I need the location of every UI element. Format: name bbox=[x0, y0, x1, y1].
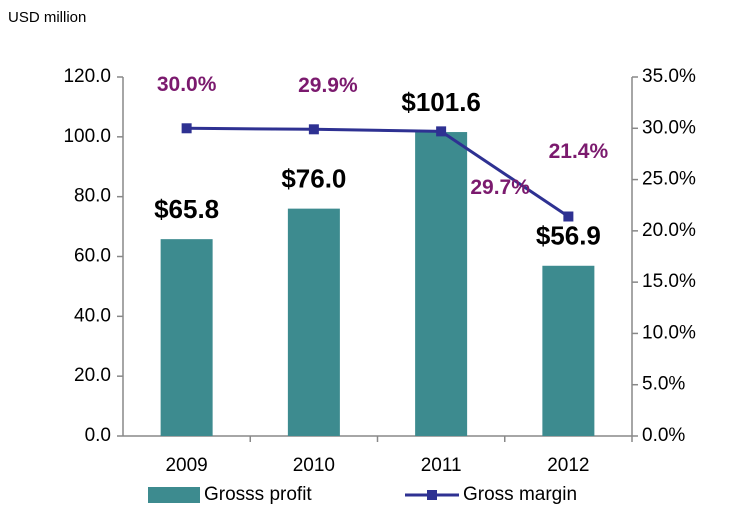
bar bbox=[287, 208, 340, 436]
legend-label: Grosss profit bbox=[204, 484, 312, 505]
bar bbox=[415, 132, 468, 436]
line-marker bbox=[181, 123, 192, 134]
line-marker bbox=[308, 124, 319, 135]
legend-label: Gross margin bbox=[463, 484, 577, 505]
y2-tick-label: 30.0% bbox=[642, 117, 696, 138]
y2-tick-label: 35.0% bbox=[642, 66, 696, 87]
y2-tick-label: 15.0% bbox=[642, 271, 696, 292]
y-tick-label: 0.0 bbox=[85, 425, 111, 446]
line bbox=[186, 126, 570, 218]
y2-tick-label: 10.0% bbox=[642, 322, 696, 343]
x-tick-label: 2012 bbox=[547, 455, 589, 476]
line-marker bbox=[563, 211, 574, 222]
bar-value-label: $56.9 bbox=[536, 221, 601, 251]
y2-tick-label: 20.0% bbox=[642, 220, 696, 241]
bar-value-label: $76.0 bbox=[281, 164, 346, 194]
line-value-label: 29.7% bbox=[470, 176, 530, 199]
x-tick-label: 2011 bbox=[421, 455, 462, 476]
y-tick-label: 120.0 bbox=[63, 66, 111, 87]
legend-marker bbox=[427, 490, 437, 500]
y-tick-label: 100.0 bbox=[63, 126, 111, 147]
line-value-label: 29.9% bbox=[298, 74, 358, 97]
line-value-label: 21.4% bbox=[549, 140, 609, 163]
line-marker bbox=[436, 126, 447, 137]
y2-tick-label: 0.0% bbox=[642, 425, 685, 446]
y-tick-label: 40.0 bbox=[74, 305, 111, 326]
line-value-label: 30.0% bbox=[157, 73, 217, 96]
y-tick-label: 60.0 bbox=[74, 246, 111, 267]
legend-swatch bbox=[148, 487, 200, 503]
y-tick-label: 80.0 bbox=[74, 186, 111, 207]
y-axis-label: USD million bbox=[8, 9, 86, 26]
bar-value-label: $65.8 bbox=[154, 194, 219, 224]
bar-value-label: $101.6 bbox=[401, 87, 481, 117]
x-tick-label: 2010 bbox=[293, 455, 335, 476]
x-tick-label: 2009 bbox=[165, 455, 207, 476]
y2-tick-label: 25.0% bbox=[642, 169, 696, 190]
bar bbox=[542, 265, 595, 436]
bar bbox=[160, 239, 213, 436]
y-tick-label: 20.0 bbox=[74, 365, 111, 386]
y2-tick-label: 5.0% bbox=[642, 374, 685, 395]
